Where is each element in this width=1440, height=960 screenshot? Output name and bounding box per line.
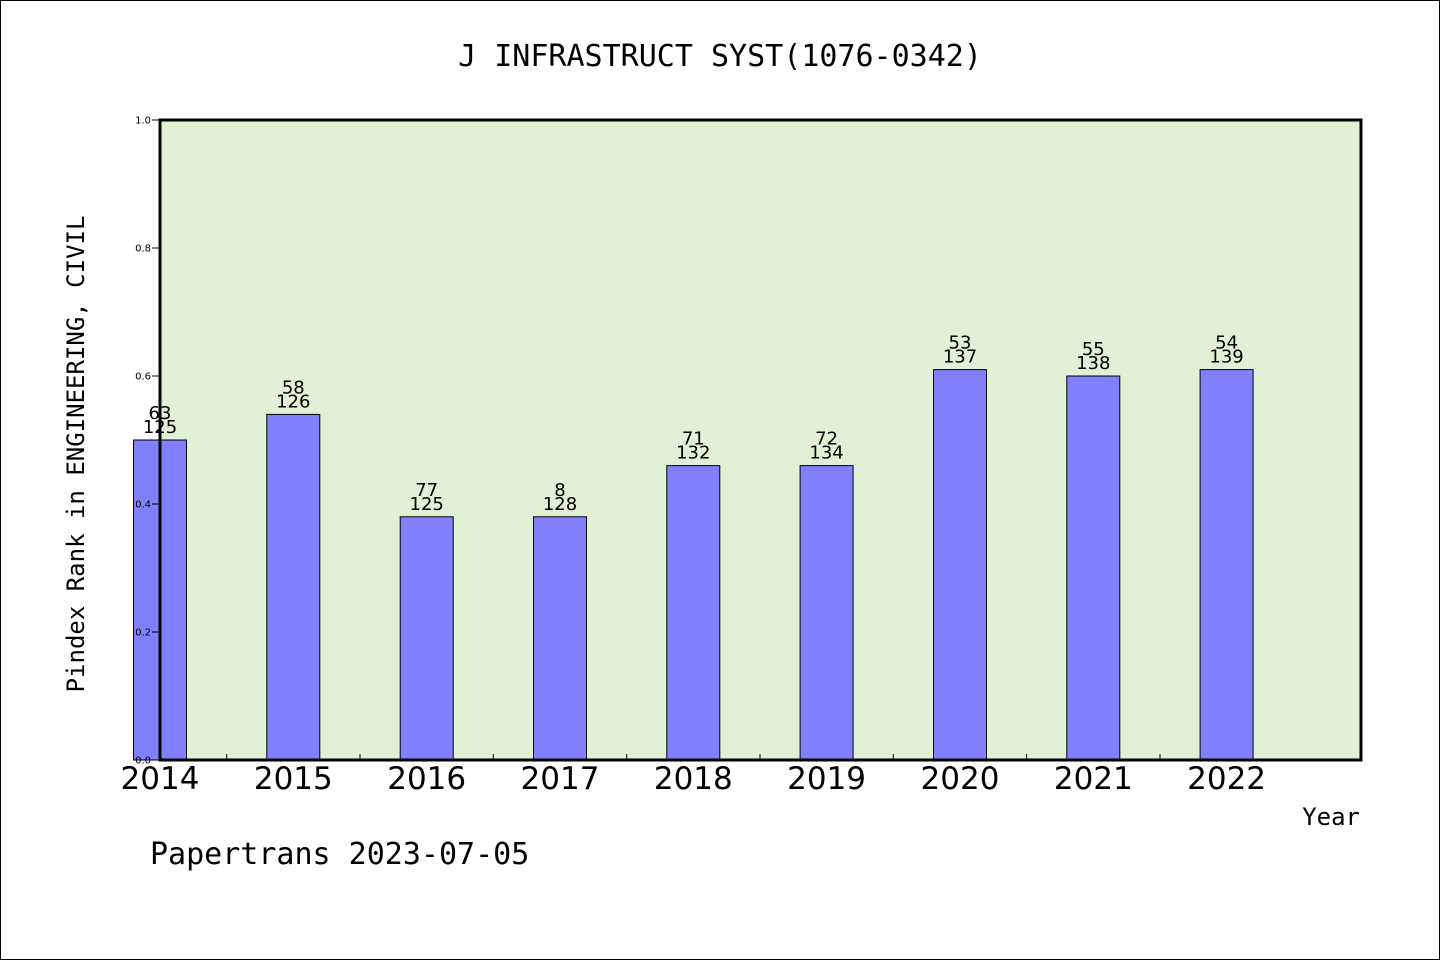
x-tick-label-2022: 2022	[1187, 761, 1266, 797]
x-tick-label-2020: 2020	[921, 761, 1000, 797]
x-tick-label-2019: 2019	[787, 761, 866, 797]
total-label-2015: 126	[276, 391, 310, 412]
rank-label-2019: 72	[815, 429, 838, 450]
footer-text: Papertrans 2023-07-05	[150, 837, 529, 872]
plot-border	[158, 118, 1363, 762]
bar-2015	[266, 413, 321, 761]
rank-label-2016: 77	[415, 480, 438, 501]
rank-label-2015: 58	[282, 377, 305, 398]
bar-2019	[799, 465, 854, 761]
x-tick-label-2017: 2017	[521, 761, 600, 797]
x-tick-label-2015: 2015	[254, 761, 333, 797]
x-tick-label-2016: 2016	[387, 761, 466, 797]
y-tick-label: 0.0	[135, 756, 151, 767]
y-axis-label: Pindex Rank in ENGINEERING, CIVIL	[62, 216, 90, 693]
bar-2016	[399, 516, 454, 761]
x-tick-label-2021: 2021	[1054, 761, 1133, 797]
plot-area	[160, 120, 1361, 760]
y-tick-label: 1.0	[135, 116, 151, 127]
chart-title: J INFRASTRUCT SYST(1076-0342)	[458, 39, 982, 74]
y-tick-label: 0.4	[135, 500, 151, 511]
y-tick-label: 0.2	[135, 628, 151, 639]
x-axis-label: Year	[1302, 803, 1360, 831]
bars-group	[133, 369, 1254, 761]
total-label-2016: 125	[410, 494, 444, 515]
rank-label-2017: 8	[554, 480, 565, 501]
bar-2022	[1199, 369, 1254, 761]
y-tick-label: 0.6	[135, 372, 151, 383]
total-label-2018: 132	[676, 443, 710, 464]
rank-label-2021: 55	[1082, 339, 1105, 360]
total-label-2019: 134	[809, 443, 843, 464]
bar-2018	[666, 465, 721, 761]
bar-2021	[1066, 375, 1121, 761]
rank-label-2020: 53	[949, 333, 972, 354]
total-label-2021: 138	[1076, 353, 1110, 374]
x-axis-ticks: 2014 2015 2016 2017 2018 2019 2020 2021 2022	[121, 754, 1266, 797]
x-tick-label-2014: 2014	[121, 761, 200, 797]
rank-label-2018: 71	[682, 429, 705, 450]
rank-label-2022: 54	[1215, 333, 1238, 354]
y-tick-label: 0.8	[135, 244, 151, 255]
bar-2020	[933, 369, 987, 761]
total-label-2020: 137	[943, 347, 977, 368]
total-label-2017: 128	[543, 494, 577, 515]
x-tick-label-2018: 2018	[654, 761, 733, 797]
bar-2017	[533, 516, 587, 761]
total-label-2022: 139	[1209, 347, 1243, 368]
